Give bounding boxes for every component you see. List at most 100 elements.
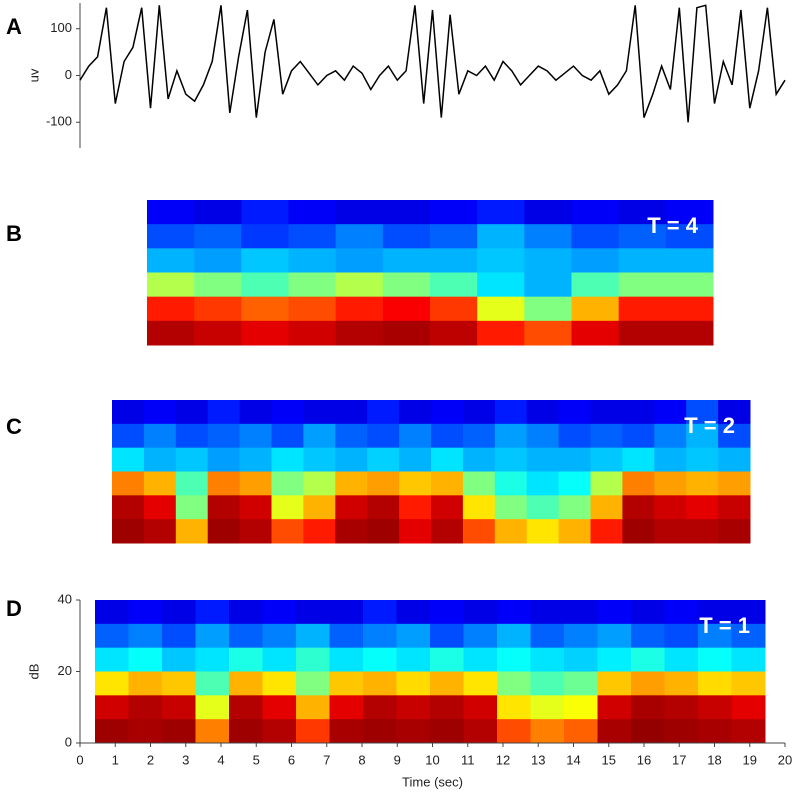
heatmap-cell [396, 695, 431, 720]
heatmap-cell [462, 400, 496, 425]
heatmap-cell [303, 495, 336, 520]
heatmap-cell [382, 296, 431, 322]
heatmap-cell [558, 495, 591, 520]
heatmap-cell [497, 647, 531, 672]
heatmap-cell [665, 224, 714, 249]
heatmap-cell [664, 647, 699, 672]
heatmap-cell [497, 600, 531, 625]
heatmap-cell [175, 495, 209, 520]
heatmap-cell [262, 695, 297, 720]
heatmap-cell [665, 320, 714, 346]
annotation: T = 2 [684, 413, 735, 438]
heatmap-cell [95, 623, 129, 649]
heatmap-cell [335, 447, 368, 472]
heatmap-cell [462, 423, 496, 449]
heatmap-cell [530, 600, 565, 625]
heatmap-cell [367, 423, 400, 449]
heatmap-cell [367, 447, 400, 472]
heatmap-cell [262, 647, 297, 672]
heatmap-cell [558, 519, 591, 544]
y-tick-label: 40 [58, 591, 72, 606]
heatmap-cell [229, 623, 263, 649]
annotation: T = 4 [647, 213, 699, 238]
heatmap-cell [239, 423, 272, 449]
heatmap-cell [363, 623, 397, 649]
y-tick-label: 100 [50, 20, 72, 35]
x-tick-label: 11 [461, 752, 475, 767]
heatmap-cell [335, 272, 384, 298]
heatmap-cell [363, 671, 397, 696]
heatmap-cell [597, 600, 632, 625]
heatmap-cell [335, 320, 384, 346]
heatmap-cell [95, 600, 129, 625]
annotation: T = 1 [699, 613, 750, 638]
heatmap-cell [303, 400, 336, 425]
heatmap-cell [335, 248, 384, 273]
heatmap-cell [431, 471, 464, 496]
heatmap-cell [564, 600, 598, 625]
heatmap-cell [112, 400, 145, 425]
heatmap-cell [654, 495, 687, 520]
heatmap-cell [526, 495, 560, 520]
heatmap-cell [367, 495, 400, 520]
heatmap-cell [597, 671, 632, 696]
heatmap-cell [654, 447, 687, 472]
heatmap-cell [195, 671, 230, 696]
heatmap-cell [526, 400, 560, 425]
heatmap-cell [112, 495, 145, 520]
heatmap-cell [664, 623, 699, 649]
heatmap-cell [262, 719, 297, 744]
heatmap-cell [698, 719, 732, 744]
heatmap-cell [731, 695, 766, 720]
heatmap-cell [430, 647, 464, 672]
heatmap-cell [597, 719, 632, 744]
heatmap-cell [363, 600, 397, 625]
heatmap-cell [590, 471, 623, 496]
heatmap-cell [399, 471, 432, 496]
heatmap-cell [558, 447, 591, 472]
heatmap-cell [686, 447, 719, 472]
heatmap-cell [147, 224, 195, 249]
heatmap-cell [162, 719, 196, 744]
heatmap-cell [262, 671, 297, 696]
heatmap-cell [526, 447, 560, 472]
heatmap-cell [363, 719, 397, 744]
heatmap-cell [296, 719, 330, 744]
heatmap-cell [288, 296, 337, 322]
heatmap-cell [288, 200, 337, 225]
heatmap-cell [329, 671, 364, 696]
heatmap-cell [147, 272, 195, 298]
heatmap-cell [367, 519, 400, 544]
heatmap-cell [147, 248, 195, 273]
heatmap-cell [497, 671, 531, 696]
heatmap-cell [430, 695, 464, 720]
x-tick-label: 1 [112, 752, 119, 767]
heatmap-cell [497, 695, 531, 720]
heatmap-cell [194, 296, 242, 322]
heatmap-cell [271, 447, 304, 472]
x-tick-label: 7 [323, 752, 330, 767]
heatmap-cell [430, 224, 478, 249]
heatmap-cell [329, 600, 364, 625]
heatmap-cell [367, 471, 400, 496]
heatmap-cell [194, 320, 242, 346]
heatmap-cell [654, 423, 687, 449]
heatmap-cell [571, 320, 620, 346]
heatmap-cell [241, 248, 289, 273]
heatmap-cell [698, 647, 732, 672]
heatmap-cell [564, 719, 598, 744]
heatmap-cell [463, 671, 498, 696]
heatmap-cell [296, 695, 330, 720]
heatmap-cell [686, 495, 719, 520]
heatmap-cell [718, 447, 751, 472]
heatmap-cell [363, 695, 397, 720]
heatmap-cell [175, 447, 209, 472]
heatmap-cell [618, 224, 667, 249]
heatmap-cell [571, 200, 620, 225]
heatmap-cell [367, 400, 400, 425]
heatmap-cell [463, 695, 498, 720]
heatmap-cell [497, 623, 531, 649]
heatmap-cell [430, 296, 478, 322]
heatmap-cell [431, 495, 464, 520]
heatmap-cell [229, 647, 263, 672]
